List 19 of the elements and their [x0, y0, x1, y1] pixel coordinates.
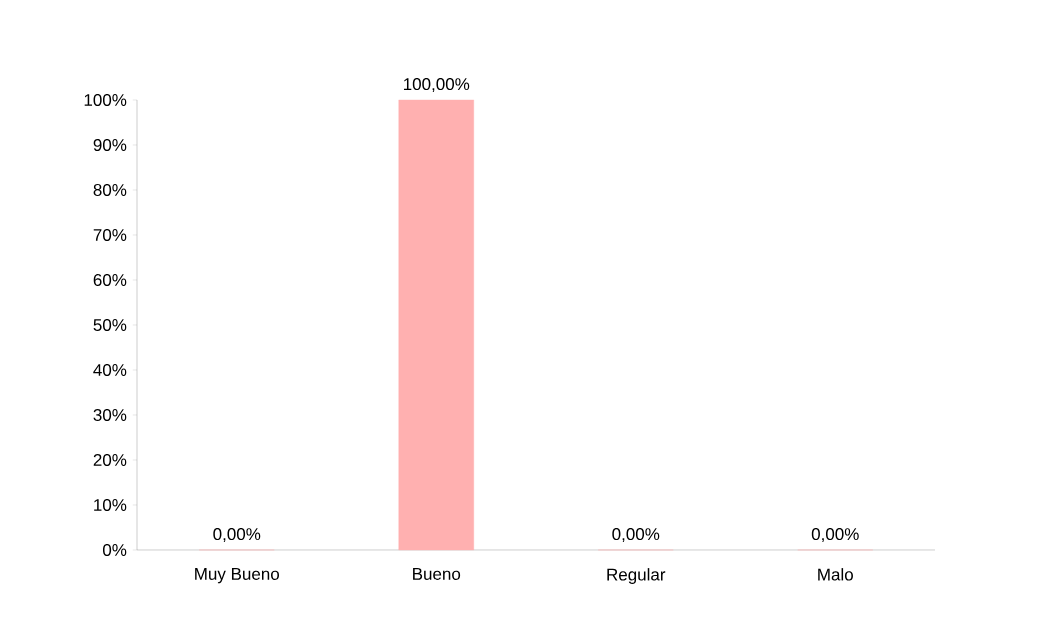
- data-label: 0,00%: [811, 528, 859, 543]
- y-tick-label: 100%: [84, 93, 127, 107]
- y-tick-label: 80%: [93, 183, 127, 197]
- y-tick-label: 70%: [93, 228, 127, 242]
- x-tick-label: Muy Bueno: [195, 568, 280, 584]
- y-tick-label: 0%: [102, 543, 127, 557]
- x-tick-label: Malo: [818, 568, 853, 581]
- y-tick-label: 90%: [93, 138, 127, 152]
- data-label: 100,00%: [404, 78, 470, 93]
- x-tick-label: Regular: [607, 568, 666, 584]
- y-tick-label: 10%: [94, 498, 127, 512]
- data-label: 0,00%: [213, 528, 261, 543]
- y-tick-label: 50%: [93, 318, 127, 332]
- y-tick-label: 30%: [93, 408, 127, 422]
- data-label: 0,00%: [612, 528, 660, 543]
- y-tick-label: 40%: [93, 363, 127, 377]
- y-tick-label: 20%: [93, 453, 127, 467]
- y-tick-label: 60%: [93, 273, 127, 287]
- x-tick-label: Bueno: [413, 568, 461, 580]
